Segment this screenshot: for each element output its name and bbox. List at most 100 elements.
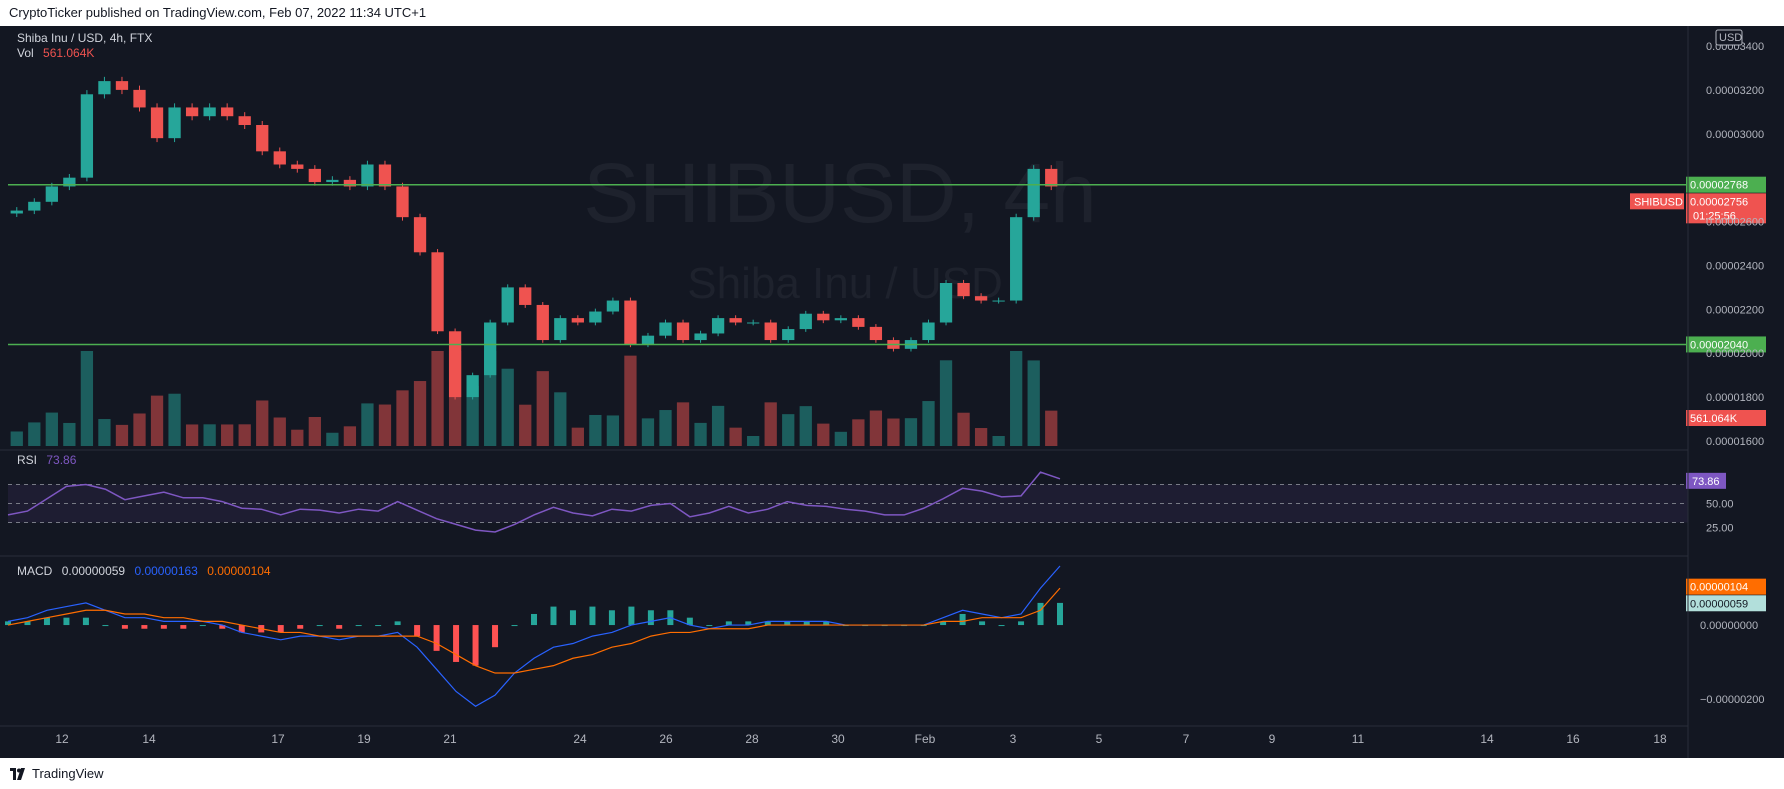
macd-histogram-bar <box>355 625 362 627</box>
volume-bar <box>10 431 23 446</box>
volume-bar <box>764 402 777 446</box>
volume-bar <box>974 428 988 446</box>
price-tick-label: 0.00001800 <box>1706 392 1764 404</box>
volume-bar <box>782 414 795 446</box>
candle-body <box>974 296 988 301</box>
macd-line <box>7 565 1061 707</box>
macd-histogram-bar <box>63 617 70 626</box>
macd-histogram-bar <box>589 606 596 626</box>
candle-body <box>747 322 760 324</box>
time-axis[interactable]: 12 14 17 19 21 24 26 28 30 Feb 3 5 7 9 11 14 16 18 <box>55 732 1667 746</box>
countdown-label: 01:25:56 <box>1693 210 1736 222</box>
macd-histogram-bar <box>1037 602 1044 626</box>
chart-area[interactable]: SHIBUSD, 4h Shiba Inu / USD 0.00002768 0.… <box>0 26 1784 758</box>
macd-histogram-bar <box>569 610 576 626</box>
price-axis[interactable]: 0.000034000.000032000.000030000.00002600… <box>1706 29 1764 448</box>
volume-bar <box>273 417 286 446</box>
time-tick-label: 3 <box>1010 732 1017 746</box>
candle-body <box>554 318 567 341</box>
macd-signal-badge <box>1686 578 1766 595</box>
volume-bar <box>413 381 427 446</box>
time-tick-label: 18 <box>1653 732 1667 746</box>
macd-histogram-bar <box>102 625 109 627</box>
candle-body <box>536 304 549 341</box>
candle-body <box>484 322 497 376</box>
candle-body <box>221 107 234 117</box>
time-tick-label: 19 <box>357 732 371 746</box>
candle-body <box>308 168 321 183</box>
currency-label: USD <box>1719 32 1742 44</box>
volume-bar <box>834 431 847 446</box>
volume-bar <box>431 351 444 446</box>
rsi-label: RSI <box>17 453 38 467</box>
macd-histogram-bar <box>959 613 966 626</box>
candle-body <box>28 201 41 211</box>
volume-bar <box>378 404 392 446</box>
time-tick-label: 7 <box>1183 732 1190 746</box>
horizontal-line-label: 0.00002768 <box>1690 180 1748 192</box>
volume-badge <box>1686 410 1766 426</box>
rsi-legend: RSI 73.86 <box>17 453 76 467</box>
candle-body <box>361 164 374 187</box>
macd-histogram-bar <box>803 621 810 626</box>
candle-body <box>45 186 58 202</box>
candle-body <box>606 300 620 312</box>
volume-bar <box>98 419 111 446</box>
candle-body <box>98 81 111 95</box>
macd-line-value: 0.00000163 <box>134 564 198 578</box>
volume-bar <box>624 355 637 446</box>
macd-histogram-bar <box>550 606 557 626</box>
price-tick-label: 0.00002600 <box>1706 217 1764 229</box>
candle-body <box>326 179 339 183</box>
rsi-value: 73.86 <box>46 453 77 467</box>
horizontal-line-badge <box>1686 176 1766 193</box>
candle-body <box>992 300 1005 302</box>
candle-body <box>168 107 181 139</box>
vol-value: 561.064K <box>43 46 95 60</box>
support-resistance-lines: 0.00002768 0.00002040 0.00002756 01:25:56 SH… <box>8 176 1766 426</box>
footer-brand: TradingView <box>32 766 104 781</box>
candle-body <box>115 81 129 90</box>
chart-canvas[interactable]: SHIBUSD, 4h Shiba Inu / USD 0.000027680.… <box>0 26 1784 758</box>
currency-badge <box>1715 29 1743 46</box>
volume-bar <box>326 432 339 446</box>
macd-signal-value: 0.00000104 <box>207 564 271 578</box>
macd-histogram-bar <box>745 621 752 626</box>
volume-bar <box>554 392 567 446</box>
macd-legend: MACD 0.00000059 0.00000163 0.00000104 <box>17 564 271 578</box>
time-tick-label: 14 <box>142 732 156 746</box>
volume-bar <box>1010 351 1023 446</box>
candle-body <box>203 107 216 117</box>
macd-histogram-bar <box>336 625 343 629</box>
volume-bar <box>817 423 830 446</box>
volume-bar <box>887 418 900 446</box>
candle-body <box>1010 217 1023 301</box>
macd-hist-value: 0.00000059 <box>61 564 126 578</box>
volume-bar <box>939 360 953 446</box>
candle-body <box>185 107 199 117</box>
volume-bar <box>45 412 58 446</box>
volume-bar <box>747 436 760 446</box>
macd-histogram-bar <box>725 621 732 626</box>
watermark-name: Shiba Inu / USD <box>687 259 1003 308</box>
candle-body <box>852 318 865 327</box>
macd-histogram-bar <box>277 625 284 633</box>
volume-bar <box>659 410 672 446</box>
main-title: Shiba Inu / USD, 4h, FTX <box>17 31 153 45</box>
volume-bar <box>589 414 602 446</box>
macd-histogram-bar <box>647 610 654 626</box>
volume-bar <box>203 424 216 446</box>
volume-bar <box>799 406 812 446</box>
volume-bar <box>904 418 918 446</box>
macd-pane: 0.00000104 0.00000059 0.00000000 −0.0000020… <box>5 565 1766 707</box>
volume-bar <box>536 371 549 446</box>
volume-bar <box>1045 410 1058 446</box>
macd-tick-label: 0.00000104 <box>1690 582 1748 594</box>
candle-body <box>378 164 392 187</box>
candle-body <box>799 313 812 330</box>
volume-bar <box>221 424 234 446</box>
candle-body <box>396 186 409 218</box>
macd-tick-label: 0.00000000 <box>1700 620 1758 632</box>
volume-badge-label: 561.064K <box>1690 413 1738 425</box>
